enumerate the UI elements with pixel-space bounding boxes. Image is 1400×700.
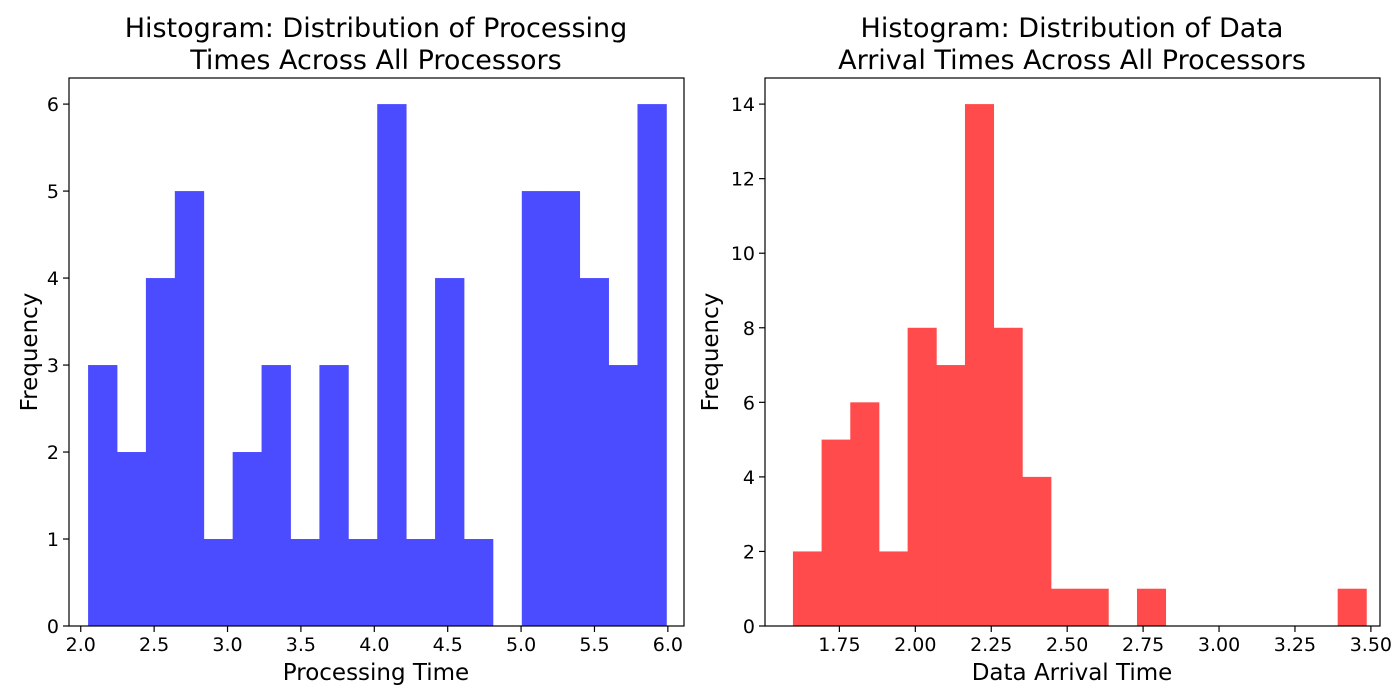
y-tick-label: 10 xyxy=(731,243,755,265)
x-tick-label: 3.5 xyxy=(286,634,316,656)
y-tick-label: 2 xyxy=(743,541,755,563)
histogram-bar xyxy=(907,327,937,626)
plot-frame xyxy=(764,77,1381,627)
y-tick-label: 5 xyxy=(47,181,59,203)
histogram-bar xyxy=(792,551,823,626)
histogram-bar xyxy=(203,539,234,626)
chart-title-line-2: Times Across All Processors xyxy=(189,45,561,76)
histogram-bar xyxy=(1050,588,1081,626)
histogram-bar xyxy=(319,365,349,626)
histogram-bar xyxy=(821,439,851,626)
y-tick-label: 2 xyxy=(47,442,59,464)
histogram-bar xyxy=(406,539,436,626)
histogram-bar xyxy=(290,539,320,626)
histogram-bar xyxy=(878,551,909,626)
x-tick-label: 3.25 xyxy=(1274,634,1316,656)
processing-time-histogram: Histogram: Distribution of Processing Ti… xyxy=(17,13,685,686)
histogram-bar xyxy=(521,191,552,626)
x-tick-label: 6.0 xyxy=(653,634,683,656)
x-tick-label: 2.75 xyxy=(1122,634,1164,656)
x-tick-label: 2.0 xyxy=(66,634,96,656)
chart-title-line-1: Histogram: Distribution of Data xyxy=(861,13,1284,44)
histogram-bar xyxy=(1079,588,1109,626)
x-tick-label: 1.75 xyxy=(818,634,860,656)
chart-title-line-2: Arrival Times Across All Processors xyxy=(838,45,1306,76)
y-axis-label: Frequency xyxy=(17,293,43,412)
y-tick-label: 8 xyxy=(743,318,755,340)
histogram-bar xyxy=(117,452,147,626)
histogram-bars xyxy=(792,104,1367,627)
y-tick-label: 4 xyxy=(743,467,755,489)
x-tick-label: 5.5 xyxy=(579,634,609,656)
y-tick-label: 0 xyxy=(47,616,59,638)
x-axis-ticks: 2.0 2.5 3.0 3.5 4.0 4.5 5.0 5.5 6.0 xyxy=(66,626,683,656)
x-tick-label: 2.25 xyxy=(970,634,1012,656)
histogram-bar xyxy=(174,191,205,626)
histogram-bar xyxy=(608,365,638,626)
y-axis-ticks: 0 2 4 6 8 10 12 14 xyxy=(731,94,765,638)
x-axis-ticks: 1.75 2.00 2.25 2.50 2.75 3.00 3.25 3.50 xyxy=(818,626,1392,656)
histogram-bar xyxy=(850,402,880,626)
x-tick-label: 2.5 xyxy=(139,634,169,656)
y-tick-label: 6 xyxy=(47,94,59,116)
histogram-bar xyxy=(88,365,118,626)
histogram-bar xyxy=(1022,476,1052,626)
y-axis-ticks: 0 1 2 3 4 5 6 xyxy=(47,94,69,638)
data-arrival-time-histogram: Histogram: Distribution of Data Arrival … xyxy=(698,13,1392,686)
histogram-bar xyxy=(261,365,291,626)
histogram-bar xyxy=(550,191,581,626)
x-tick-label: 4.5 xyxy=(433,634,463,656)
x-axis-label: Processing Time xyxy=(283,660,469,686)
histogram-bar xyxy=(936,365,966,626)
y-tick-label: 0 xyxy=(743,616,755,638)
histogram-bars xyxy=(88,104,667,627)
histogram-bar xyxy=(145,278,176,626)
histogram-bar xyxy=(232,452,262,626)
histogram-bar xyxy=(348,539,378,626)
x-tick-label: 4.0 xyxy=(359,634,389,656)
y-tick-label: 12 xyxy=(731,169,755,191)
x-tick-label: 3.0 xyxy=(212,634,242,656)
histogram-bar xyxy=(377,104,407,627)
y-tick-label: 4 xyxy=(47,268,59,290)
y-tick-label: 6 xyxy=(743,392,755,414)
chart-title-line-1: Histogram: Distribution of Processing xyxy=(125,13,628,44)
y-tick-label: 14 xyxy=(731,94,755,116)
x-tick-label: 5.0 xyxy=(506,634,536,656)
histogram-bar xyxy=(637,104,667,627)
histogram-bar xyxy=(579,278,609,626)
x-tick-label: 2.00 xyxy=(894,634,936,656)
x-tick-label: 3.00 xyxy=(1198,634,1240,656)
y-tick-label: 1 xyxy=(47,529,59,551)
histogram-bar xyxy=(463,539,494,626)
x-axis-label: Data Arrival Time xyxy=(972,660,1173,686)
histogram-bar xyxy=(1136,588,1167,626)
histogram-bar xyxy=(964,104,995,627)
x-tick-label: 3.50 xyxy=(1350,634,1392,656)
x-tick-label: 2.50 xyxy=(1046,634,1088,656)
histogram-bar xyxy=(993,327,1023,626)
histogram-bar xyxy=(435,278,465,626)
y-tick-label: 3 xyxy=(47,355,59,377)
y-axis-label: Frequency xyxy=(698,293,724,412)
plot-frame xyxy=(68,77,685,627)
histogram-bar xyxy=(1337,588,1367,626)
